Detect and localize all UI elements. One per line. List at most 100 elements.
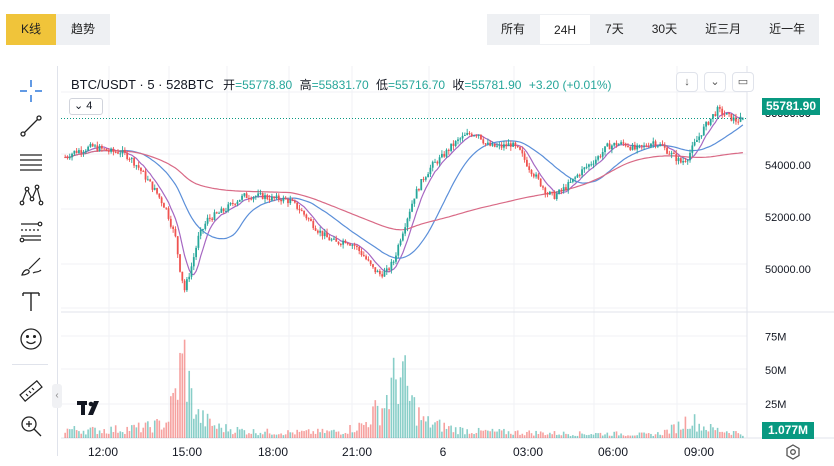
crosshair-icon[interactable] xyxy=(16,76,46,106)
chart-area[interactable]: 56000.0054000.0052000.0050000.0056000.00… xyxy=(59,66,834,466)
ma-line-99 xyxy=(65,149,743,231)
candle-body xyxy=(493,143,496,147)
candle-body xyxy=(208,217,211,219)
candle-body xyxy=(500,144,503,148)
volume-bar xyxy=(392,357,395,438)
volume-bar xyxy=(144,422,147,438)
volume-bar xyxy=(425,421,427,438)
text-icon[interactable] xyxy=(16,286,46,316)
range-tab-all[interactable]: 所有 xyxy=(501,22,526,36)
volume-bar xyxy=(742,435,744,438)
tab-kline[interactable]: K线 xyxy=(6,14,57,45)
volume-bar xyxy=(369,424,372,438)
volume-bar xyxy=(87,429,89,438)
tab-trend[interactable]: 趋势 xyxy=(56,14,111,45)
volume-bar xyxy=(595,432,597,438)
volume-bar xyxy=(105,433,108,438)
volume-bar xyxy=(346,433,349,438)
gear-icon[interactable] xyxy=(785,444,801,460)
volume-bar xyxy=(204,426,207,438)
volume-bar xyxy=(195,414,197,438)
volume-bar xyxy=(300,430,303,438)
candle-body xyxy=(723,114,726,116)
range-tab-7d[interactable]: 7天 xyxy=(605,22,624,36)
volume-bar xyxy=(117,432,119,438)
volume-bar xyxy=(298,431,301,438)
range-tab-3m[interactable]: 近三月 xyxy=(705,22,742,36)
volume-bar xyxy=(528,430,531,438)
candle-body xyxy=(654,141,657,147)
candle-body xyxy=(463,134,466,136)
volume-bar xyxy=(468,433,471,438)
candle-body xyxy=(721,108,724,115)
volume-bar xyxy=(601,435,604,438)
range-tab-24h[interactable]: 24H xyxy=(539,14,592,45)
range-tab-1y[interactable]: 近一年 xyxy=(769,22,806,36)
candle-body xyxy=(441,153,443,158)
candle-body xyxy=(71,153,73,158)
candle-body xyxy=(656,145,659,147)
volume-bar xyxy=(680,429,682,438)
volume-bar xyxy=(427,416,429,438)
candle-body xyxy=(590,164,593,166)
candle-body xyxy=(330,239,333,241)
candle-body xyxy=(234,203,237,205)
candle-body xyxy=(514,142,517,147)
volume-bar xyxy=(78,431,80,438)
volume-bar xyxy=(572,435,574,438)
trend-line-icon[interactable] xyxy=(16,111,46,141)
volume-bar xyxy=(721,431,723,438)
candle-body xyxy=(238,199,241,202)
toolbar-divider xyxy=(12,364,48,365)
tradingview-logo-icon[interactable] xyxy=(77,399,105,419)
toolbar-collapse-handle[interactable]: ‹ xyxy=(52,384,62,408)
candle-body xyxy=(280,199,282,202)
range-tab-30d[interactable]: 30天 xyxy=(651,22,678,36)
candle-body xyxy=(411,203,413,212)
ruler-icon[interactable] xyxy=(16,376,46,406)
candle-body xyxy=(631,144,634,150)
zoom-in-icon[interactable] xyxy=(16,411,46,441)
volume-bar xyxy=(110,426,112,438)
volume-bar xyxy=(519,434,521,438)
volume-bar xyxy=(252,429,255,438)
volume-bar xyxy=(261,434,264,438)
candle-body xyxy=(110,148,112,152)
candlestick-chart[interactable]: 56000.0054000.0052000.0050000.0056000.00… xyxy=(59,66,834,466)
collapse-icon[interactable]: ⌄ xyxy=(704,72,726,92)
pattern-icon[interactable] xyxy=(16,181,46,211)
candle-body xyxy=(661,144,664,146)
volume-bar xyxy=(103,429,106,438)
arrow-down-icon[interactable]: ↓ xyxy=(676,72,698,92)
candle-body xyxy=(450,143,452,151)
emoji-icon[interactable] xyxy=(16,324,46,354)
volume-bar xyxy=(576,435,579,438)
candle-body xyxy=(705,122,707,127)
candle-body xyxy=(447,149,450,151)
volume-bar xyxy=(526,431,528,438)
candle-body xyxy=(229,202,232,205)
fib-icon[interactable] xyxy=(16,216,46,246)
volume-bar xyxy=(202,410,204,438)
horizontal-lines-icon[interactable] xyxy=(16,146,46,176)
candle-body xyxy=(195,247,197,258)
volume-bar xyxy=(266,428,269,438)
candle-body xyxy=(415,189,418,199)
volume-bar xyxy=(413,397,416,438)
maximize-icon[interactable]: ▭ xyxy=(732,72,754,92)
candle-body xyxy=(349,244,351,246)
volume-bar xyxy=(319,432,321,438)
candle-body xyxy=(712,114,714,119)
candle-body xyxy=(466,132,469,135)
volume-bar xyxy=(294,434,296,438)
candle-body xyxy=(652,141,655,144)
candle-body xyxy=(620,142,622,145)
indicators-toggle-button[interactable]: ⌄ 4 xyxy=(69,98,103,115)
volume-bar xyxy=(539,431,542,438)
candle-body xyxy=(339,244,342,246)
volume-bar xyxy=(617,435,620,438)
candle-body xyxy=(452,143,455,146)
candle-body xyxy=(390,261,393,270)
volume-bar xyxy=(388,409,390,438)
brush-icon[interactable] xyxy=(16,251,46,281)
